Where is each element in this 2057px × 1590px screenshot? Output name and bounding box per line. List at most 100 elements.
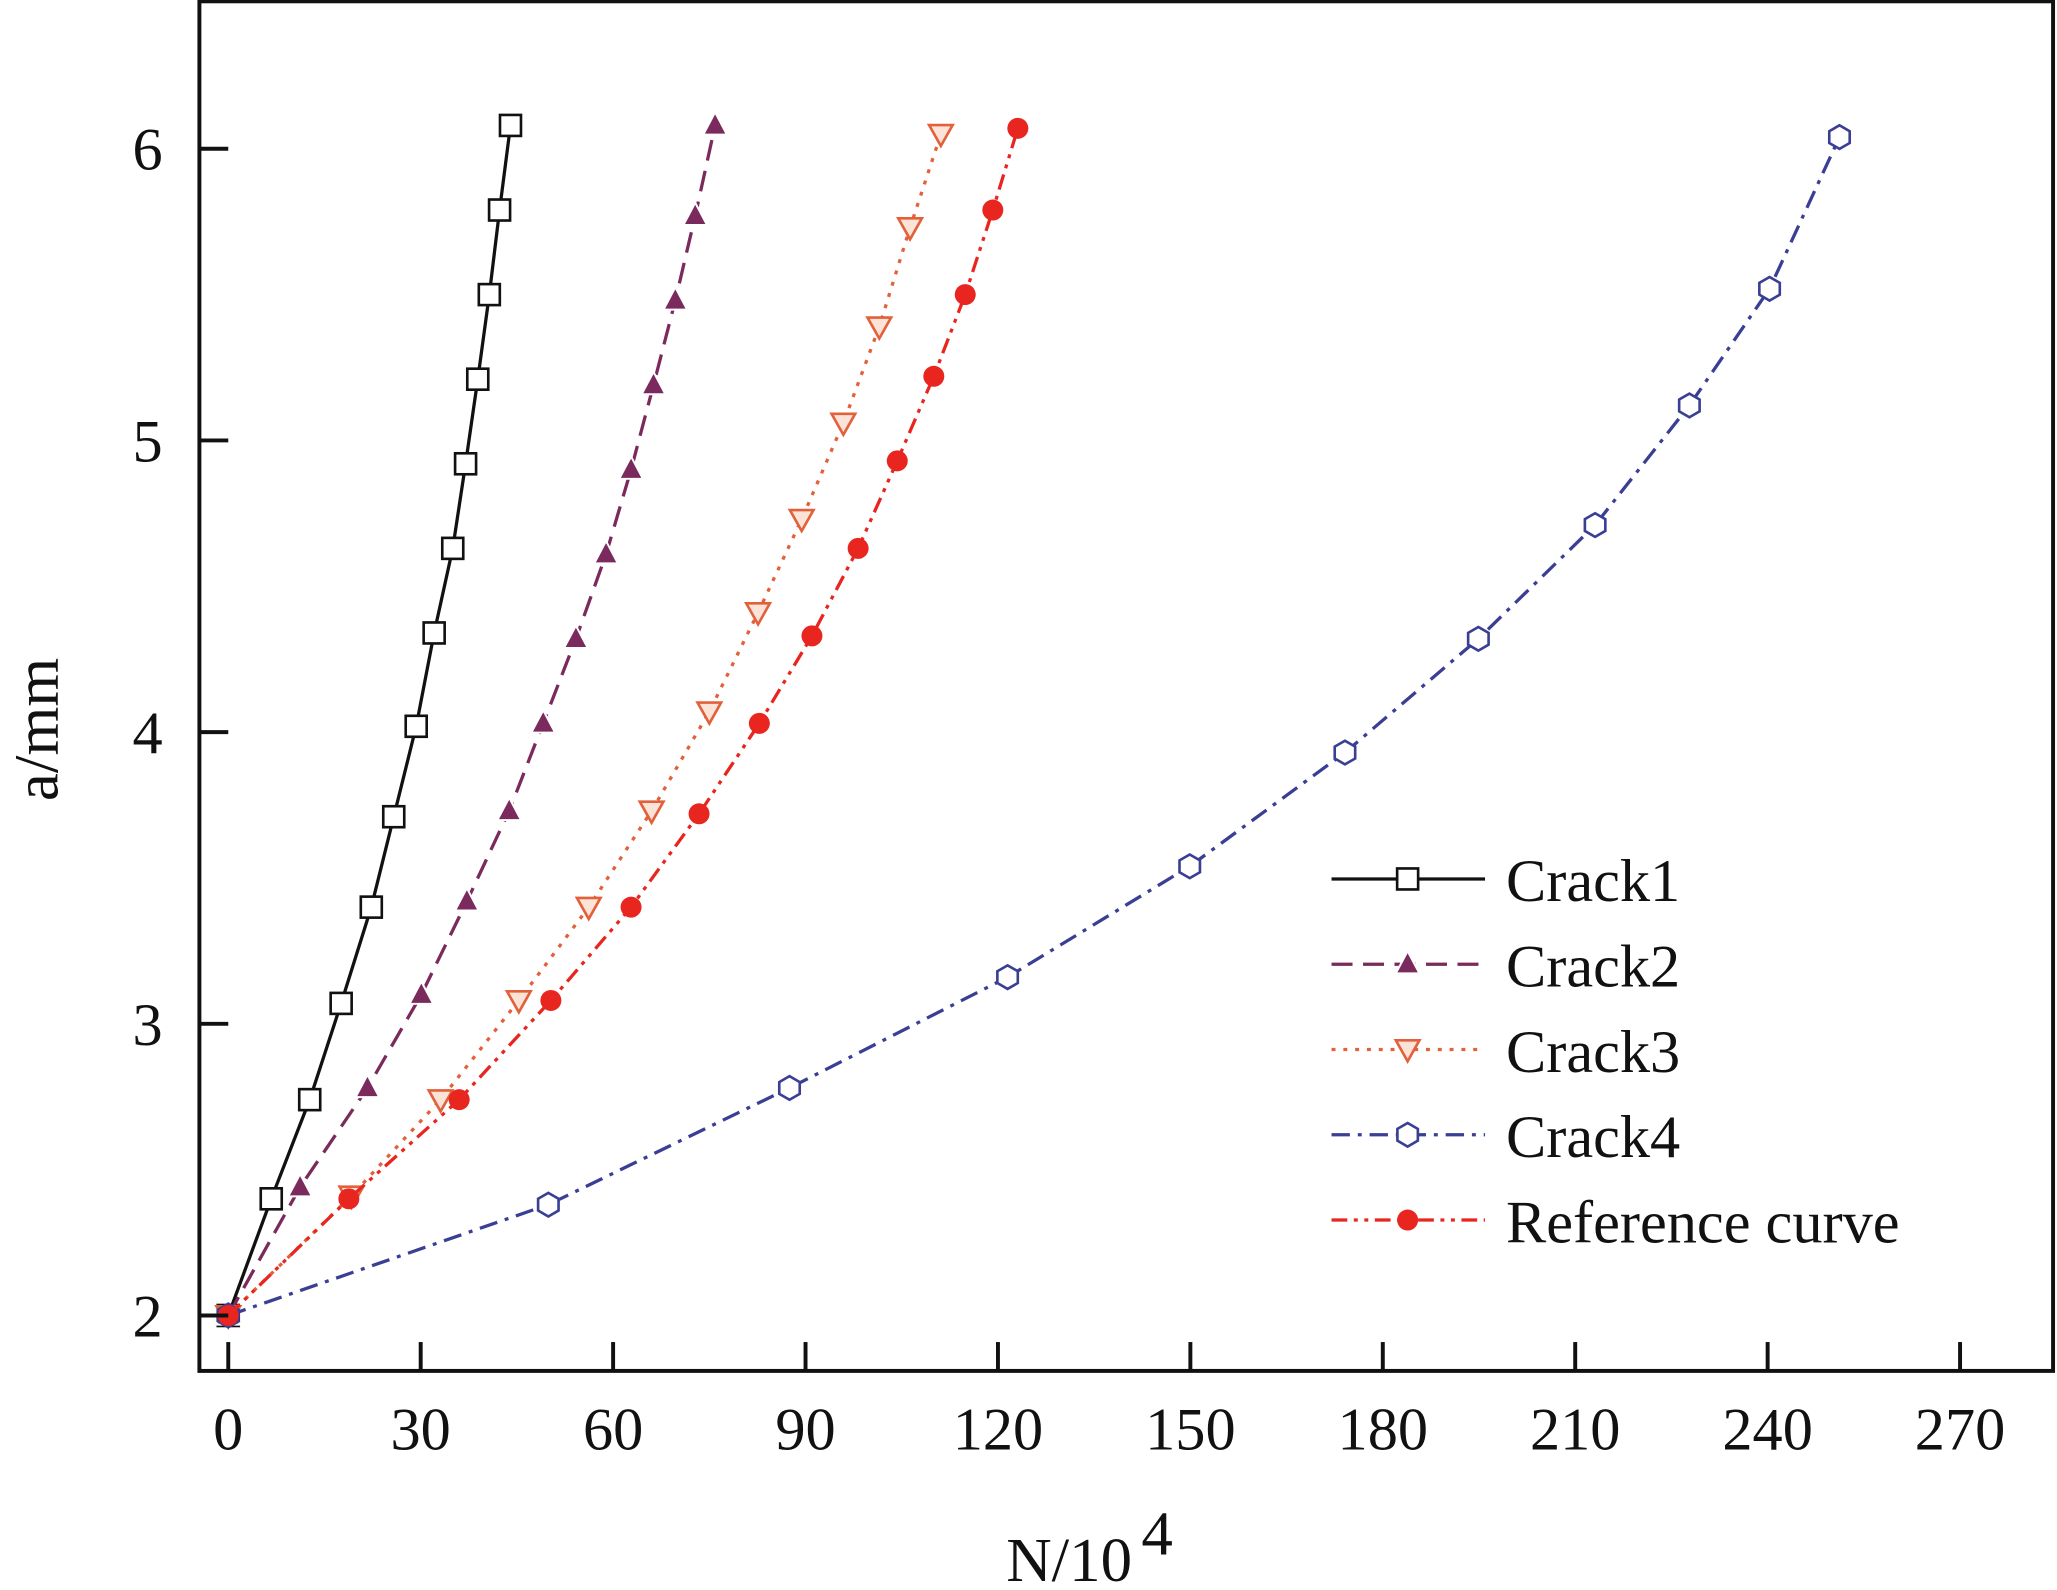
series-reference-curve <box>217 117 1029 1326</box>
legend-item: Reference curve <box>1331 1189 1900 1256</box>
data-point <box>487 198 512 222</box>
series-line <box>226 125 513 1317</box>
legend-label: Crack3 <box>1506 1019 1680 1086</box>
data-point <box>354 1072 381 1099</box>
legend-marker <box>1395 867 1420 891</box>
data-point <box>381 804 406 829</box>
x-axis-label-exponent: 4 <box>1141 1499 1172 1569</box>
data-point <box>286 1171 314 1198</box>
data-point <box>748 712 770 734</box>
legend-marker <box>1393 1039 1422 1064</box>
legend-item: Crack4 <box>1331 1104 1680 1171</box>
data-point <box>498 113 523 138</box>
series-crack1 <box>216 113 523 1328</box>
plot-area <box>214 110 1852 1330</box>
x-tick-label: 150 <box>1145 1397 1236 1464</box>
legend: Crack1 Crack2 Crack3 Crack4 Reference curve <box>1331 848 1900 1256</box>
legend-label: Crack1 <box>1506 848 1680 915</box>
data-point <box>847 537 869 559</box>
y-axis-label: a/mm <box>2 658 72 801</box>
data-point <box>620 896 642 918</box>
data-point <box>297 1087 322 1112</box>
data-point <box>592 538 620 565</box>
data-point <box>688 803 710 825</box>
x-tick-label: 30 <box>391 1397 451 1464</box>
data-point <box>777 1074 802 1102</box>
plot-frame <box>197 0 2056 1373</box>
data-point <box>217 1304 239 1326</box>
data-point <box>453 886 481 912</box>
series-line <box>227 127 1020 1317</box>
data-point <box>504 989 533 1015</box>
data-point <box>574 896 603 922</box>
series-crack4 <box>216 123 1852 1329</box>
data-point <box>926 123 955 149</box>
legend-item: Crack2 <box>1331 934 1680 1001</box>
data-point <box>787 508 816 534</box>
data-point <box>1758 275 1782 303</box>
data-point <box>259 1187 284 1211</box>
data-point <box>453 451 478 476</box>
data-point <box>1827 123 1852 151</box>
y-tick-label: 3 <box>132 992 162 1059</box>
data-point <box>1007 117 1029 139</box>
legend-item: Crack3 <box>1331 1019 1680 1086</box>
data-point <box>422 621 446 645</box>
data-point <box>701 110 729 136</box>
data-point <box>637 800 666 826</box>
y-tick-label: 4 <box>132 700 162 767</box>
x-tick-label: 0 <box>213 1397 243 1464</box>
data-point <box>440 536 465 561</box>
data-point <box>359 895 384 919</box>
data-point <box>896 217 925 243</box>
data-point <box>640 369 667 396</box>
legend-label: Crack4 <box>1506 1104 1680 1171</box>
legend-label: Reference curve <box>1506 1189 1900 1256</box>
data-point <box>1677 392 1701 419</box>
data-point <box>982 199 1004 221</box>
axes: 0 30 60 90 120 150 180 210 240 270 2 3 4 5 6 <box>132 0 2056 1464</box>
data-point <box>477 282 502 307</box>
data-point <box>886 450 908 472</box>
data-point <box>1178 852 1202 880</box>
data-point <box>954 284 976 306</box>
data-point <box>404 714 429 739</box>
y-tick-label: 2 <box>132 1283 162 1350</box>
data-point <box>448 1089 470 1111</box>
data-point <box>562 623 590 649</box>
y-tick-label: 6 <box>132 117 162 184</box>
series-line <box>226 125 717 1317</box>
data-point <box>465 367 490 392</box>
data-point <box>923 365 945 387</box>
data-point <box>540 989 562 1011</box>
data-point <box>536 1191 560 1218</box>
data-point <box>529 708 557 734</box>
y-tick-label: 5 <box>132 408 162 475</box>
data-point <box>617 454 645 480</box>
data-point <box>681 200 709 227</box>
data-point <box>661 285 689 311</box>
legend-label: Crack2 <box>1506 934 1680 1001</box>
data-point <box>1333 739 1357 766</box>
x-tick-label: 180 <box>1338 1397 1429 1464</box>
data-point <box>996 963 1020 991</box>
legend-marker <box>1396 1121 1420 1149</box>
data-point <box>338 1188 360 1210</box>
data-point <box>1583 511 1607 539</box>
legend-marker <box>1397 1209 1419 1231</box>
x-tick-label: 270 <box>1915 1397 2006 1464</box>
x-tick-label: 120 <box>953 1397 1044 1464</box>
x-axis-label: N/10 <box>1006 1525 1132 1590</box>
legend-marker <box>1394 949 1422 975</box>
data-point <box>407 979 435 1005</box>
legend-item: Crack1 <box>1331 848 1680 915</box>
data-point <box>426 1089 455 1115</box>
data-point <box>865 316 894 342</box>
data-point <box>744 602 773 628</box>
data-point <box>829 412 858 438</box>
data-point <box>1466 625 1490 653</box>
data-point <box>695 701 724 727</box>
data-point <box>329 991 353 1016</box>
x-tick-label: 90 <box>775 1397 835 1464</box>
